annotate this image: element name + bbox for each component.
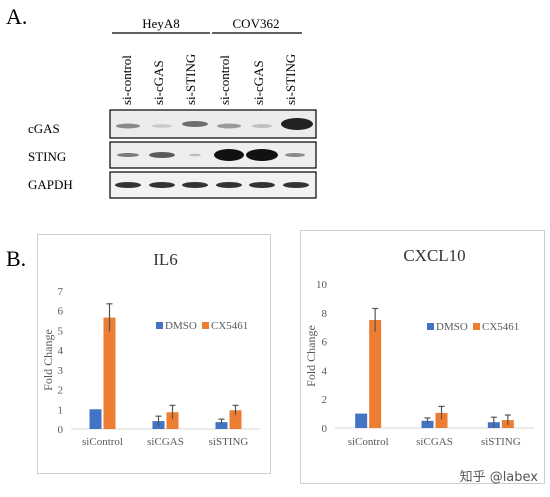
y-tick-label: 2 [58,385,64,397]
chart-cxcl10-svg: CXCL10 0 2 4 6 8 10 Fold Change siControl siCGAS s… [304,246,534,448]
bar [355,413,368,428]
y-tick-label: 7 [58,286,64,298]
group-label-heya8: HeyA8 [142,16,180,31]
x-tick-label: siControl [82,436,123,448]
chart-il6-svg: IL6 0 1 2 3 4 5 6 7 Fold Change siControl siCGAS siS… [41,250,260,448]
row-label-sting: STING [28,149,66,164]
row-label-cgas: cGAS [28,121,60,136]
legend-swatch [427,323,434,330]
bar [103,317,116,429]
bar [215,422,228,429]
x-tick-label: siCGAS [416,436,453,448]
blot-row-sting [109,141,317,169]
y-tick-label: 0 [322,423,328,435]
lane-label: si-control [119,55,134,105]
blot-row-gapdh [109,171,317,199]
y-axis-label: Fold Change [41,329,55,391]
panel-a-letter: A. [6,4,28,29]
bar [369,320,382,428]
legend-label: DMSO [436,321,468,333]
bar [89,409,102,429]
y-tick-label: 6 [322,337,328,349]
legend-swatch [202,322,209,329]
lane-label: si-cGAS [151,60,166,105]
y-tick-label: 8 [322,308,328,320]
bar [435,412,448,428]
y-tick-label: 0 [58,424,64,436]
y-axis-label: Fold Change [304,325,318,387]
panel-b-letter: B. [6,246,27,271]
watermark: 知乎 @labex [459,470,538,485]
y-tick-label: 4 [58,345,64,357]
y-tick-label: 3 [58,365,64,377]
group-label-cov362: COV362 [233,16,280,31]
x-tick-label: siSTING [481,436,521,448]
row-label-gapdh: GAPDH [28,177,73,192]
chart-cxcl10: CXCL10 0 2 4 6 8 10 Fold Change siControl siCGAS s… [300,230,545,484]
chart-title: IL6 [153,250,178,269]
y-tick-label: 5 [58,325,64,337]
lane-label: si-cGAS [251,60,266,105]
x-tick-label: siCGAS [147,436,184,448]
y-tick-label: 6 [58,306,64,318]
chart-title: CXCL10 [403,246,465,265]
bar [229,410,242,429]
lane-label: si-STING [183,54,198,105]
blot-row-cgas [109,109,317,139]
y-tick-label: 1 [58,404,64,416]
legend-label: CX5461 [211,320,248,332]
lane-label: si-control [217,55,232,105]
y-tick-label: 10 [316,279,328,291]
legend-swatch [473,323,480,330]
bar [166,412,179,429]
x-tick-label: siSTING [209,436,249,448]
lane-label: si-STING [283,54,298,105]
western-blot-figure: HeyA8 COV362 si-control si-cGAS si-STING… [28,16,317,199]
x-tick-label: siControl [348,436,389,448]
bar [421,420,434,428]
y-tick-label: 4 [322,365,328,377]
legend-label: CX5461 [482,321,519,333]
legend-swatch [156,322,163,329]
chart-il6: IL6 0 1 2 3 4 5 6 7 Fold Change siControl siCGAS siS… [37,234,271,474]
y-tick-label: 2 [322,394,328,406]
legend-label: DMSO [165,320,197,332]
